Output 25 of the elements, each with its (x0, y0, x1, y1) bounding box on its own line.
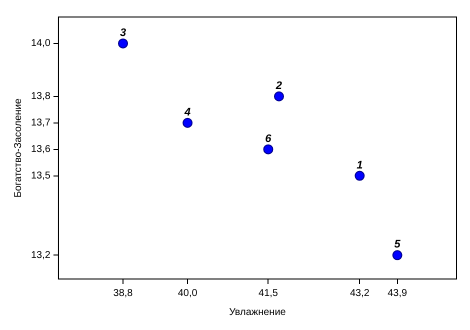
point (274, 91, 284, 102)
y-tick-label: 14,0 (30, 38, 51, 50)
x-tick-label: 43,9 (388, 288, 408, 299)
y-tick-label: 13,5 (30, 170, 51, 182)
y-tick-label: 13,7 (30, 118, 51, 129)
annotation: 2 (274, 80, 282, 92)
point (182, 118, 193, 128)
annotation: 3 (120, 26, 126, 39)
point (263, 144, 274, 154)
x-tick-label: 40,0 (178, 288, 198, 299)
y-tick-label: 13,8 (30, 91, 51, 102)
x-tick-label: 43,2 (350, 288, 370, 299)
annotation: 5 (394, 238, 402, 251)
point (392, 250, 402, 260)
annotation: 1 (356, 159, 363, 172)
x-tick-label: 41,5 (258, 288, 278, 299)
point (118, 38, 128, 48)
annotation: 6 (265, 132, 272, 145)
x-tick-label: 38,8 (113, 288, 134, 299)
x-axis-title: Увлажнение (229, 306, 286, 318)
annotation: 4 (183, 106, 191, 118)
point (354, 170, 365, 181)
y-axis-title: Богатство-Засоление (12, 98, 24, 198)
y-tick-label: 13,6 (30, 144, 51, 156)
y-tick-label: 13,2 (30, 250, 51, 261)
